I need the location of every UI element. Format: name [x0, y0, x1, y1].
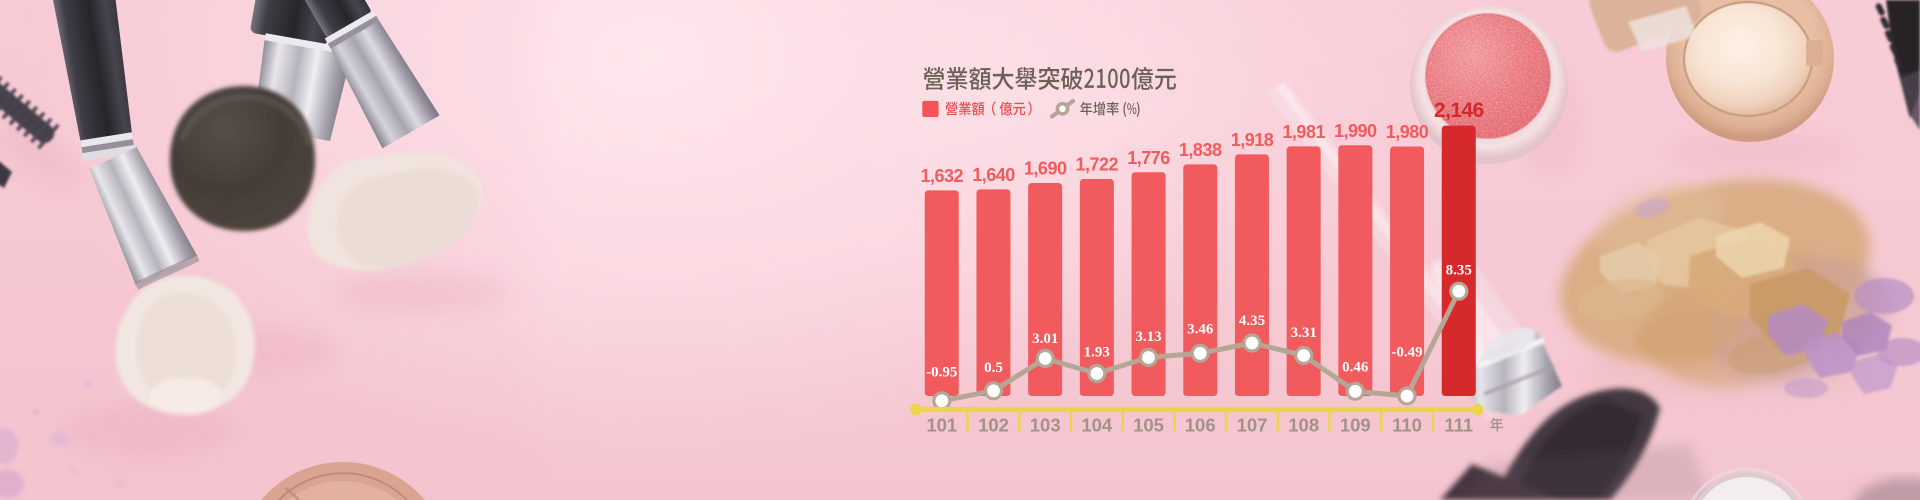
svg-text:4.35: 4.35 — [1239, 313, 1265, 329]
svg-text:110: 110 — [1392, 415, 1422, 436]
svg-text:-0.49: -0.49 — [1391, 344, 1422, 360]
svg-text:0.5: 0.5 — [984, 360, 1003, 376]
svg-text:106: 106 — [1185, 415, 1216, 436]
svg-text:1,838: 1,838 — [1179, 140, 1222, 160]
svg-text:1,980: 1,980 — [1386, 122, 1429, 142]
svg-text:103: 103 — [1030, 415, 1061, 436]
svg-text:1,640: 1,640 — [972, 165, 1015, 185]
svg-text:1,918: 1,918 — [1231, 130, 1274, 150]
svg-text:109: 109 — [1340, 415, 1371, 436]
svg-text:1,776: 1,776 — [1127, 148, 1170, 168]
svg-text:8.35: 8.35 — [1446, 262, 1472, 278]
svg-text:1,981: 1,981 — [1282, 122, 1325, 142]
svg-text:0.46: 0.46 — [1342, 360, 1369, 376]
svg-text:2,146: 2,146 — [1434, 99, 1484, 122]
svg-text:102: 102 — [978, 415, 1009, 436]
svg-text:3.46: 3.46 — [1187, 322, 1214, 338]
svg-text:3.01: 3.01 — [1032, 331, 1058, 347]
svg-text:1,990: 1,990 — [1334, 121, 1377, 141]
svg-text:111: 111 — [1444, 415, 1473, 436]
svg-text:107: 107 — [1237, 415, 1268, 436]
svg-text:1,722: 1,722 — [1076, 155, 1119, 175]
svg-text:1,632: 1,632 — [921, 166, 964, 186]
svg-text:105: 105 — [1133, 415, 1164, 436]
svg-text:104: 104 — [1081, 415, 1113, 436]
svg-text:1,690: 1,690 — [1024, 159, 1067, 179]
svg-text:108: 108 — [1288, 415, 1319, 436]
svg-text:3.31: 3.31 — [1291, 325, 1317, 341]
svg-text:-0.95: -0.95 — [926, 365, 957, 381]
svg-text:3.13: 3.13 — [1135, 329, 1161, 345]
svg-text:101: 101 — [926, 415, 957, 436]
svg-text:1.93: 1.93 — [1084, 345, 1110, 361]
